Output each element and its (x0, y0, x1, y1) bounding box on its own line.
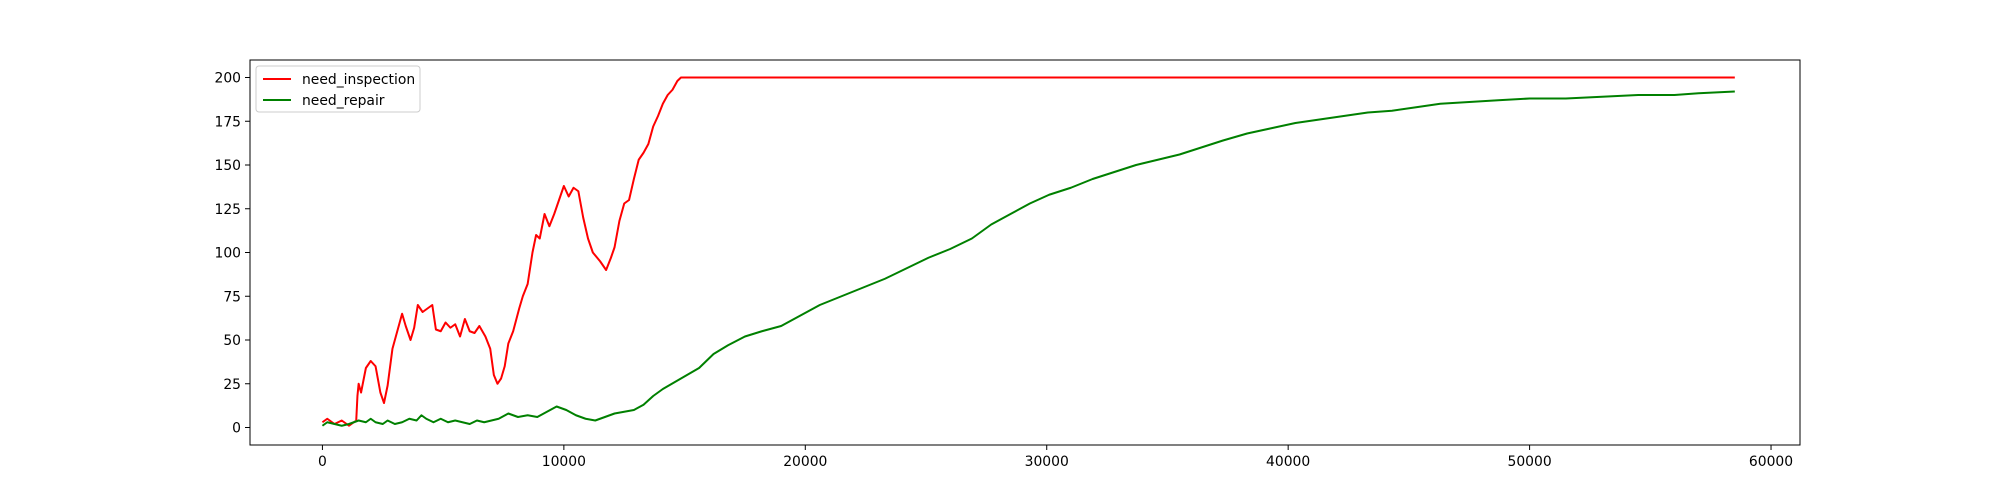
legend-label-need-inspection: need_inspection (302, 72, 415, 88)
y-tick-label: 75 (223, 289, 241, 305)
series-line-need-repair (321, 90, 1735, 427)
x-tick-label: 20000 (783, 454, 827, 470)
x-tick-label: 50000 (1507, 454, 1551, 470)
legend-label-need-repair: need_repair (302, 93, 385, 109)
x-tick-label: 40000 (1266, 454, 1310, 470)
x-axis: 0 10000 20000 30000 40000 50000 60000 (318, 445, 1793, 470)
x-tick-label: 30000 (1025, 454, 1069, 470)
y-axis: 0 25 50 75 100 125 150 175 200 (214, 71, 250, 437)
series-line-need-inspection (321, 76, 1735, 427)
y-tick-label: 100 (214, 246, 241, 262)
x-tick-label: 60000 (1749, 454, 1793, 470)
y-tick-label: 200 (214, 71, 241, 87)
y-tick-label: 150 (214, 158, 241, 174)
legend-box (255, 65, 421, 113)
y-tick-label: 175 (214, 114, 241, 130)
x-tick-label: 0 (318, 454, 327, 470)
y-tick-label: 50 (223, 333, 241, 349)
x-tick-label: 10000 (542, 454, 586, 470)
y-tick-label: 0 (232, 421, 241, 437)
series-layer (321, 76, 1735, 427)
y-tick-label: 125 (214, 202, 241, 218)
y-tick-label: 25 (223, 377, 241, 393)
legend: need_inspection need_repair (255, 65, 421, 113)
